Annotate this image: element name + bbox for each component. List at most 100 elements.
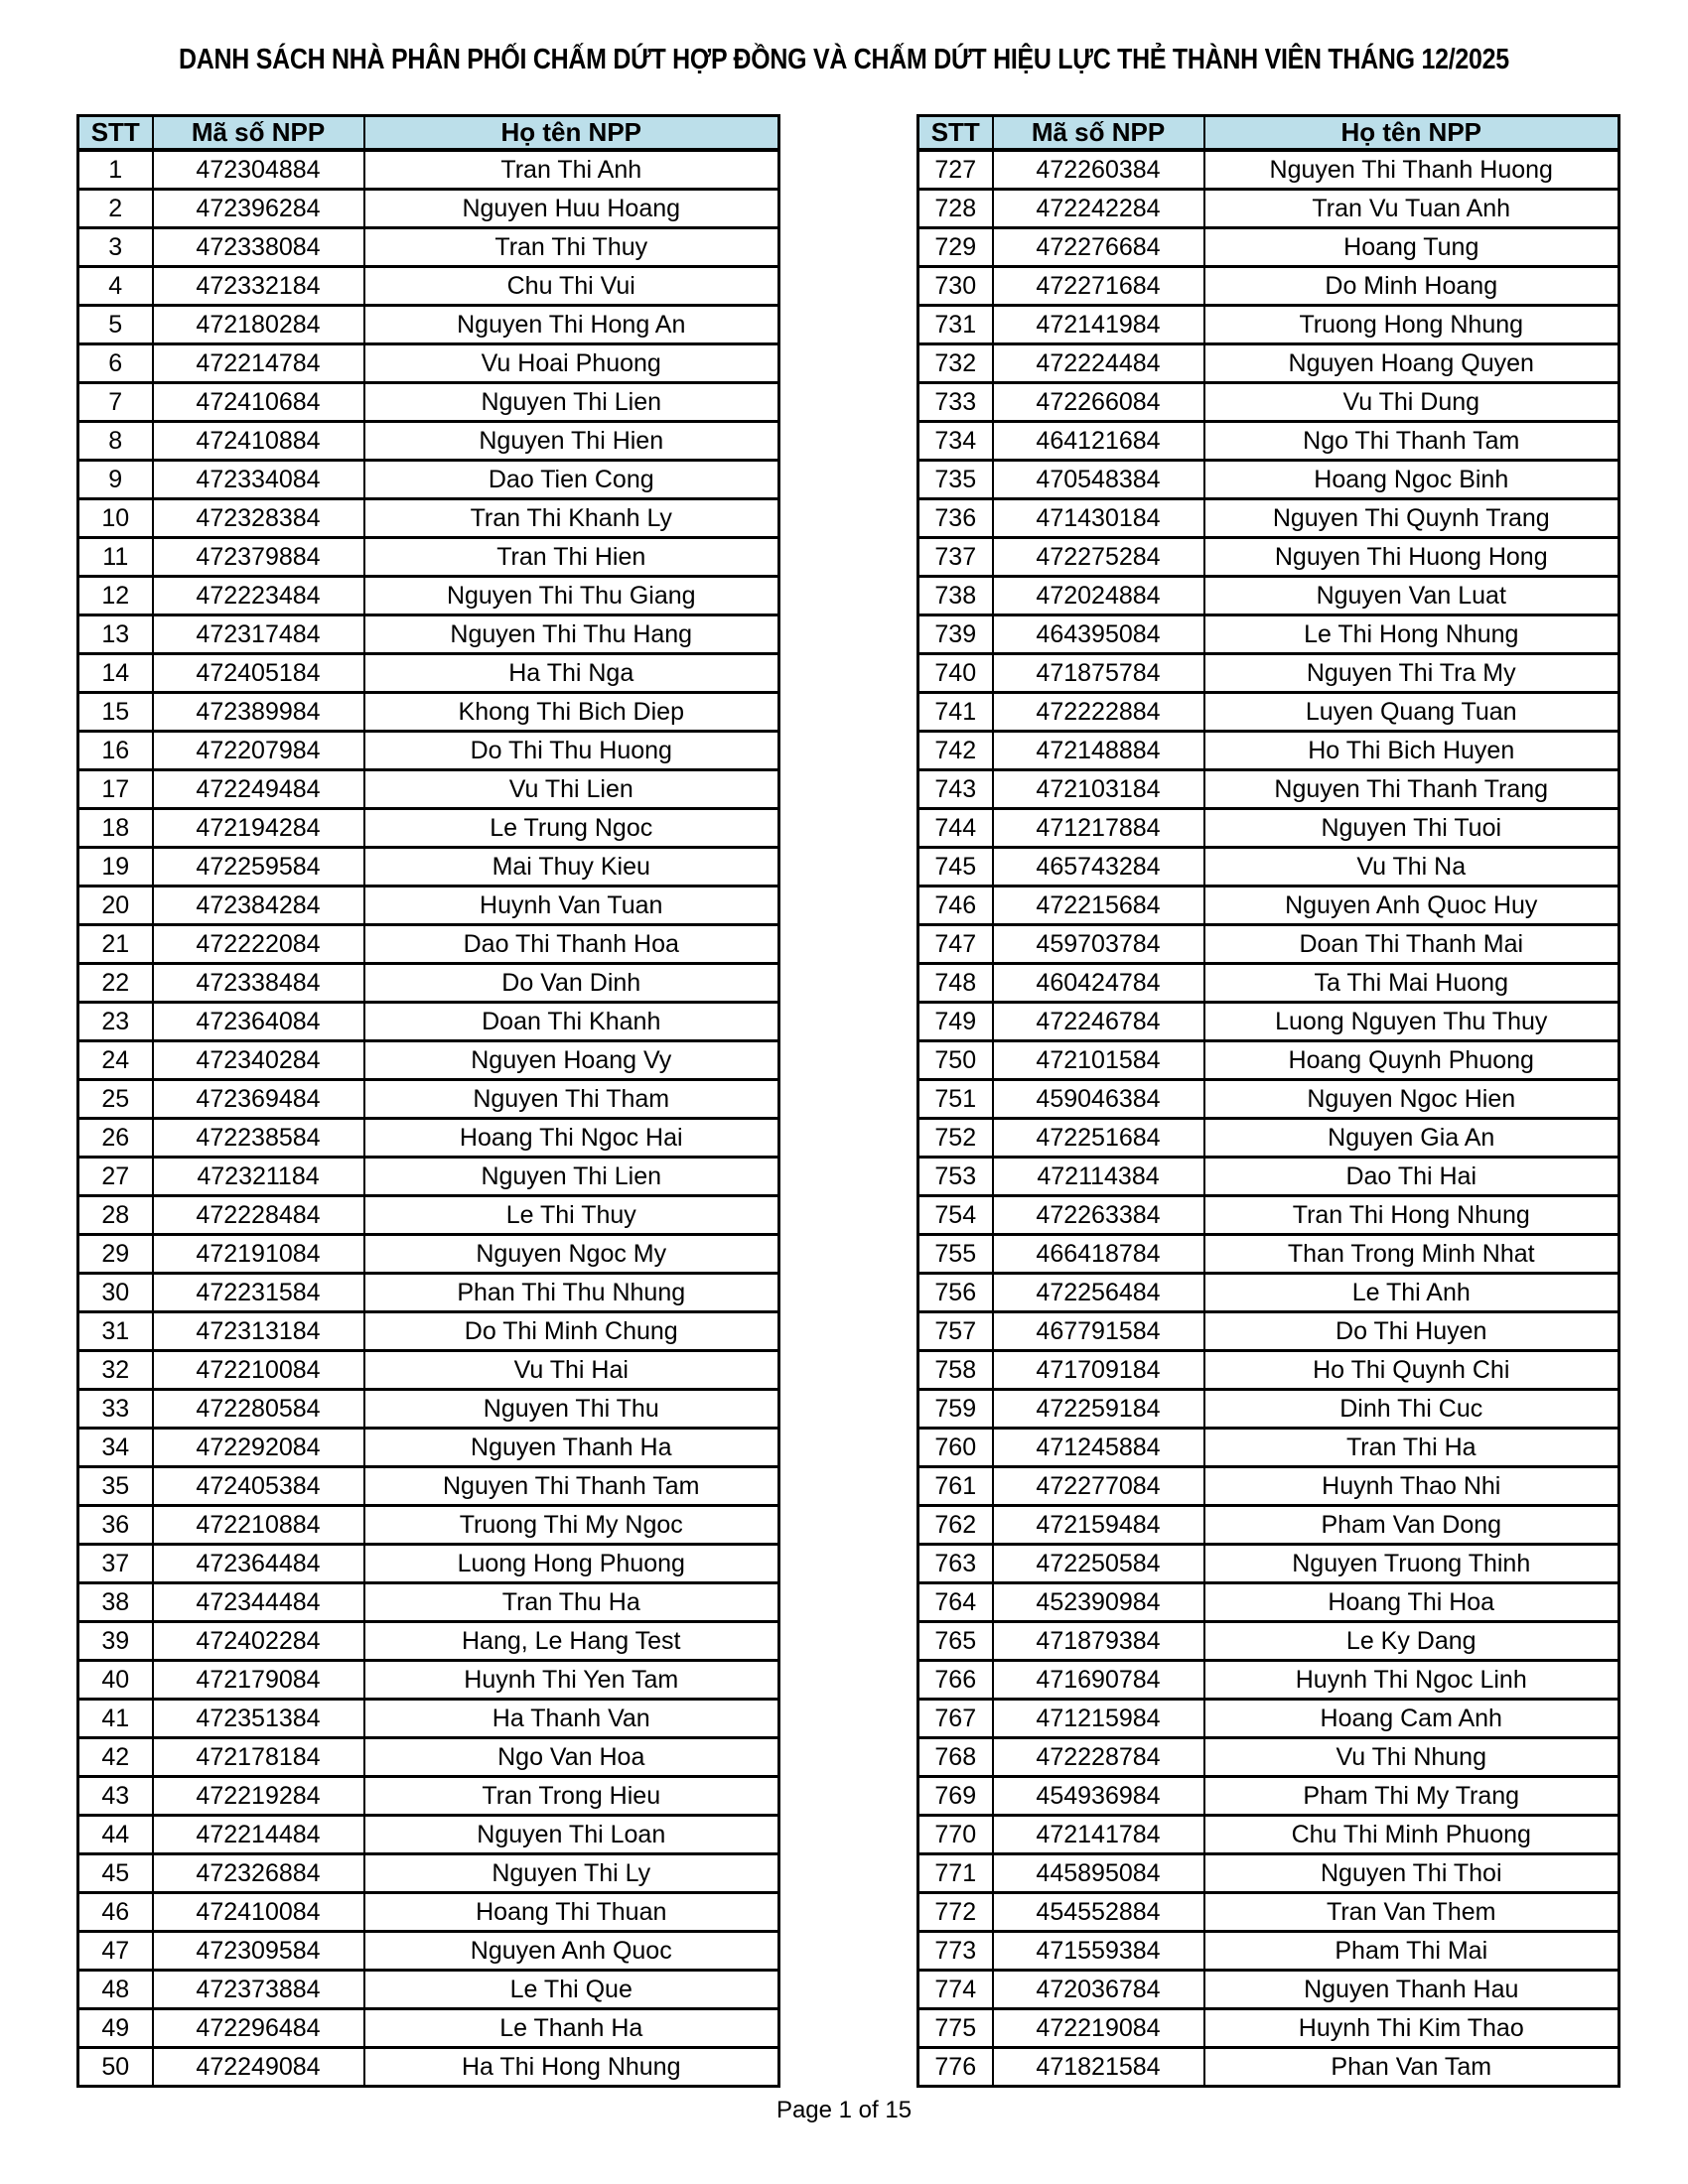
stt-cell: 755 (916, 1233, 994, 1275)
npp-name-cell: Truong Hong Nhung (1202, 304, 1620, 345)
stt-cell: 774 (916, 1969, 994, 2010)
stt-cell: 768 (916, 1736, 994, 1778)
right-table: STT Mã số NPP Họ tên NPP 727 472260384 Ngu… (916, 114, 1620, 2088)
npp-code-cell: 472214784 (151, 342, 365, 384)
col-header-npp-name: Họ tên NPP (1202, 114, 1620, 152)
stt-cell: 37 (76, 1543, 154, 1584)
npp-name-cell: Dao Thi Thanh Hoa (362, 923, 780, 965)
npp-code-cell: 445895084 (991, 1852, 1205, 1894)
stt-cell: 758 (916, 1349, 994, 1391)
table-row: 3 472338084 Tran Thi Thuy (76, 226, 780, 268)
stt-cell: 736 (916, 497, 994, 539)
npp-code-cell: 464395084 (991, 614, 1205, 655)
npp-code-cell: 472222884 (991, 691, 1205, 733)
stt-cell: 744 (916, 807, 994, 849)
npp-code-cell: 472405384 (151, 1465, 365, 1507)
npp-code-cell: 472266084 (991, 381, 1205, 423)
npp-code-cell: 472222084 (151, 923, 365, 965)
npp-code-cell: 472114384 (991, 1156, 1205, 1197)
table-row: 737 472275284 Nguyen Thi Huong Hong (916, 536, 1620, 578)
npp-code-cell: 472224484 (991, 342, 1205, 384)
table-row: 50 472249084 Ha Thi Hong Nhung (76, 2046, 780, 2088)
table-row: 754 472263384 Tran Thi Hong Nhung (916, 1194, 1620, 1236)
table-row: 729 472276684 Hoang Tung (916, 226, 1620, 268)
stt-cell: 19 (76, 846, 154, 887)
stt-cell: 757 (916, 1310, 994, 1352)
npp-code-cell: 472159484 (991, 1504, 1205, 1546)
npp-name-cell: Nguyen Van Luat (1202, 575, 1620, 616)
npp-name-cell: Phan Thi Thu Nhung (362, 1272, 780, 1313)
table-row: 772 454552884 Tran Van Them (916, 1891, 1620, 1933)
stt-cell: 5 (76, 304, 154, 345)
npp-code-cell: 459703784 (991, 923, 1205, 965)
npp-name-cell: Nguyen Anh Quoc (362, 1930, 780, 1972)
stt-cell: 17 (76, 768, 154, 810)
stt-cell: 45 (76, 1852, 154, 1894)
npp-name-cell: Nguyen Thi Huong Hong (1202, 536, 1620, 578)
stt-cell: 50 (76, 2046, 154, 2088)
npp-code-cell: 472389984 (151, 691, 365, 733)
table-row: 40 472179084 Huynh Thi Yen Tam (76, 1659, 780, 1701)
npp-code-cell: 471709184 (991, 1349, 1205, 1391)
npp-name-cell: Huynh Thi Yen Tam (362, 1659, 780, 1701)
npp-name-cell: Le Trung Ngoc (362, 807, 780, 849)
npp-code-cell: 472280584 (151, 1388, 365, 1430)
npp-code-cell: 472309584 (151, 1930, 365, 1972)
npp-code-cell: 472384284 (151, 885, 365, 926)
npp-code-cell: 465743284 (991, 846, 1205, 887)
npp-name-cell: Nguyen Thi Hien (362, 420, 780, 462)
table-row: 2 472396284 Nguyen Huu Hoang (76, 188, 780, 229)
stt-cell: 49 (76, 2007, 154, 2049)
table-row: 728 472242284 Tran Vu Tuan Anh (916, 188, 1620, 229)
table-row: 731 472141984 Truong Hong Nhung (916, 304, 1620, 345)
npp-code-cell: 472271684 (991, 265, 1205, 307)
stt-cell: 756 (916, 1272, 994, 1313)
stt-cell: 46 (76, 1891, 154, 1933)
stt-cell: 8 (76, 420, 154, 462)
npp-name-cell: Do Minh Hoang (1202, 265, 1620, 307)
stt-cell: 7 (76, 381, 154, 423)
table-row: 8 472410884 Nguyen Thi Hien (76, 420, 780, 462)
npp-code-cell: 470548384 (991, 459, 1205, 500)
table-row: 741 472222884 Luyen Quang Tuan (916, 691, 1620, 733)
npp-code-cell: 472191084 (151, 1233, 365, 1275)
npp-name-cell: Nguyen Hoang Vy (362, 1039, 780, 1081)
table-row: 41 472351384 Ha Thanh Van (76, 1698, 780, 1739)
left-table-header-row: STT Mã số NPP Họ tên NPP (76, 114, 780, 152)
table-row: 26 472238584 Hoang Thi Ngoc Hai (76, 1117, 780, 1159)
stt-cell: 734 (916, 420, 994, 462)
table-row: 742 472148884 Ho Thi Bich Huyen (916, 730, 1620, 771)
npp-code-cell: 466418784 (991, 1233, 1205, 1275)
npp-code-cell: 472410684 (151, 381, 365, 423)
stt-cell: 750 (916, 1039, 994, 1081)
table-row: 47 472309584 Nguyen Anh Quoc (76, 1930, 780, 1972)
table-row: 33 472280584 Nguyen Thi Thu (76, 1388, 780, 1430)
npp-name-cell: Chu Thi Vui (362, 265, 780, 307)
table-row: 30 472231584 Phan Thi Thu Nhung (76, 1272, 780, 1313)
stt-cell: 772 (916, 1891, 994, 1933)
stt-cell: 775 (916, 2007, 994, 2049)
npp-code-cell: 472214484 (151, 1814, 365, 1855)
table-row: 9 472334084 Dao Tien Cong (76, 459, 780, 500)
npp-code-cell: 471217884 (991, 807, 1205, 849)
stt-cell: 28 (76, 1194, 154, 1236)
npp-code-cell: 472259584 (151, 846, 365, 887)
npp-code-cell: 472103184 (991, 768, 1205, 810)
table-row: 776 471821584 Phan Van Tam (916, 2046, 1620, 2088)
table-row: 4 472332184 Chu Thi Vui (76, 265, 780, 307)
npp-code-cell: 472332184 (151, 265, 365, 307)
table-row: 738 472024884 Nguyen Van Luat (916, 575, 1620, 616)
stt-cell: 731 (916, 304, 994, 345)
stt-cell: 4 (76, 265, 154, 307)
stt-cell: 11 (76, 536, 154, 578)
npp-name-cell: Hoang Thi Hoa (1202, 1581, 1620, 1623)
stt-cell: 9 (76, 459, 154, 500)
npp-name-cell: Vu Thi Dung (1202, 381, 1620, 423)
stt-cell: 753 (916, 1156, 994, 1197)
stt-cell: 30 (76, 1272, 154, 1313)
npp-name-cell: Pham Van Dong (1202, 1504, 1620, 1546)
stt-cell: 735 (916, 459, 994, 500)
left-table: STT Mã số NPP Họ tên NPP 1 472304884 Tran … (76, 114, 780, 2088)
npp-code-cell: 472321184 (151, 1156, 365, 1197)
